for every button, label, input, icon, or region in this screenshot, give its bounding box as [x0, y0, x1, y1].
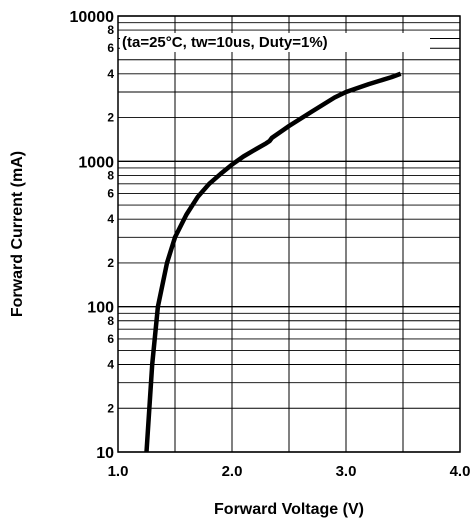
x-tick-label: 2.0	[222, 463, 243, 480]
y-tick-label: 100	[87, 300, 114, 317]
y-tick-label: 1000	[78, 154, 114, 171]
y-tick-label: 10000	[70, 9, 115, 26]
y-tick-label: 4	[107, 67, 114, 81]
y-tick-label: 10	[96, 445, 114, 462]
y-tick-label: 2	[107, 111, 114, 125]
annotation-group: (ta=25°C, tw=10us, Duty=1%)	[120, 33, 430, 52]
y-tick-label: 2	[107, 256, 114, 270]
series-line	[144, 71, 402, 453]
x-tick-label: 4.0	[450, 463, 471, 480]
annotation-background	[120, 33, 430, 52]
y-tick-label: 2	[107, 401, 114, 415]
x-axis-title: Forward Voltage (V)	[214, 501, 364, 518]
y-tick-label: 8	[107, 23, 114, 37]
chart-annotation: (ta=25°C, tw=10us, Duty=1%)	[122, 34, 328, 51]
series-layer	[144, 71, 402, 453]
x-tick-label: 1.0	[108, 463, 129, 480]
y-tick-label: 4	[107, 358, 114, 372]
y-tick-label: 6	[107, 332, 114, 346]
plot-frame	[117, 15, 461, 453]
y-tick-label: 8	[107, 314, 114, 328]
y-tick-label: 6	[107, 41, 114, 55]
y-tick-label: 8	[107, 168, 114, 182]
y-tick-label: 4	[107, 212, 114, 226]
grid-layer	[117, 15, 461, 453]
y-tick-label: 6	[107, 187, 114, 201]
x-tick-label: 3.0	[336, 463, 357, 480]
y-axis-title: Forward Current (mA)	[9, 151, 26, 317]
